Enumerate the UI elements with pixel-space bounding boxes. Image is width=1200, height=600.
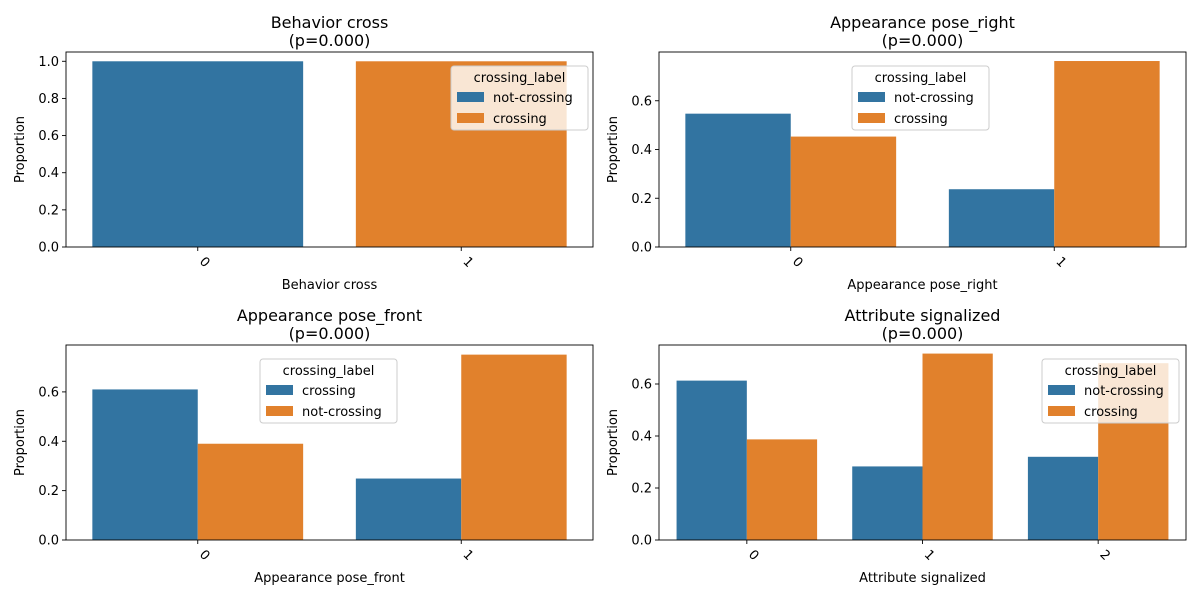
legend-entry-not-crossing: not-crossing (493, 91, 573, 106)
bar-crossing-1 (922, 353, 993, 540)
bar-not-crossing-0 (92, 61, 304, 248)
y-tick-label: 0.0 (631, 534, 652, 549)
bar-not-crossing-0 (685, 113, 791, 247)
legend-entry-crossing: crossing (302, 384, 356, 399)
legend-swatch-crossing (858, 113, 885, 123)
legend-box (1041, 358, 1180, 424)
chart-subtitle: (p=0.000) (882, 31, 964, 50)
subplot-4: Attribute signalized(p=0.000)0.00.20.40.… (606, 306, 1187, 586)
legend: crossing_label not-crossing crossing (1041, 358, 1180, 424)
legend-entry-not-crossing: not-crossing (302, 405, 382, 420)
bar-not-crossing-1 (852, 466, 923, 540)
legend-swatch-not-crossing (858, 92, 885, 102)
bar-not-crossing-0 (676, 380, 747, 540)
y-tick-label: 0.6 (38, 129, 59, 144)
y-tick-label: 0.2 (38, 484, 59, 499)
subplot-3: Appearance pose_front(p=0.000)0.00.20.40… (13, 306, 594, 586)
legend: crossing_label not-crossing crossing (450, 65, 589, 131)
x-tick-label: 1 (459, 254, 475, 270)
y-axis-label: Proportion (13, 409, 28, 476)
y-tick-label: 0.6 (38, 385, 59, 400)
y-tick-label: 0.0 (38, 241, 59, 256)
plot-frame (65, 51, 594, 248)
y-tick-label: 0.6 (631, 94, 652, 109)
chart-subtitle: (p=0.000) (882, 324, 964, 343)
y-tick-label: 0.2 (631, 192, 652, 207)
bar-crossing-1 (1054, 61, 1160, 247)
bar-crossing-1 (355, 478, 462, 540)
y-tick-label: 0.4 (38, 435, 59, 450)
legend-entry-not-crossing: not-crossing (894, 91, 974, 106)
y-axis-label: Proportion (606, 409, 621, 476)
legend-entry-crossing: crossing (1084, 405, 1138, 420)
x-axis-label: Attribute signalized (859, 571, 986, 586)
legend-swatch-not-crossing (457, 92, 484, 102)
x-tick-label: 0 (789, 254, 805, 270)
legend-entry-crossing: crossing (894, 112, 948, 127)
legend-box (259, 358, 398, 424)
y-tick-label: 0.2 (38, 203, 59, 218)
chart-title: Behavior cross (271, 13, 389, 32)
legend: crossing_label crossing not-crossing (259, 358, 398, 424)
y-tick-label: 0.8 (38, 92, 59, 107)
y-tick-label: 0.4 (631, 430, 652, 445)
y-tick-label: 0.0 (38, 534, 59, 549)
y-tick-label: 0.4 (38, 166, 59, 181)
x-tick-label: 0 (196, 547, 212, 563)
chart-subtitle: (p=0.000) (289, 31, 371, 50)
bars (685, 61, 1160, 247)
legend-swatch-crossing (457, 113, 484, 123)
chart-title: Attribute signalized (845, 306, 1001, 325)
legend-title: crossing_label (474, 71, 566, 86)
subplot-1: Behavior cross(p=0.000)0.00.20.40.60.81.… (13, 13, 594, 293)
legend-swatch-not-crossing (1048, 385, 1075, 395)
legend-swatch-crossing (1048, 406, 1075, 416)
bars (92, 354, 567, 540)
x-axis-label: Appearance pose_front (254, 571, 405, 586)
y-tick-label: 0.6 (631, 378, 652, 393)
chart-subtitle: (p=0.000) (289, 324, 371, 343)
chart-title: Appearance pose_right (830, 13, 1015, 33)
bar-crossing-0 (92, 389, 198, 540)
legend: crossing_label not-crossing crossing (851, 65, 990, 131)
legend-title: crossing_label (1065, 364, 1157, 379)
legend-box (851, 65, 990, 131)
legend-swatch-crossing (266, 385, 293, 395)
legend-box (450, 65, 589, 131)
legend-entry-crossing: crossing (493, 112, 547, 127)
y-tick-label: 0.0 (631, 241, 652, 256)
legend-title: crossing_label (875, 71, 967, 86)
bar-crossing-0 (746, 439, 818, 540)
x-tick-label: 0 (745, 547, 761, 563)
subplot-2: Appearance pose_right(p=0.000)0.00.20.40… (606, 13, 1187, 293)
x-tick-label: 0 (196, 254, 212, 270)
y-tick-label: 1.0 (38, 55, 59, 70)
bar-not-crossing-2 (1027, 456, 1099, 540)
legend-entry-not-crossing: not-crossing (1084, 384, 1164, 399)
x-tick-label: 1 (921, 547, 937, 563)
legend-title: crossing_label (283, 364, 375, 379)
x-axis-label: Appearance pose_right (847, 278, 997, 293)
x-tick-label: 1 (459, 547, 475, 563)
plot-frame (65, 344, 594, 541)
legend-swatch-not-crossing (266, 406, 293, 416)
x-tick-label: 1 (1052, 254, 1068, 270)
bar-not-crossing-0 (197, 443, 304, 540)
y-axis-label: Proportion (606, 116, 621, 183)
y-axis-label: Proportion (13, 116, 28, 183)
bar-not-crossing-1 (948, 189, 1055, 247)
x-tick-label: 2 (1096, 547, 1112, 563)
chart-title: Appearance pose_front (237, 306, 422, 326)
y-tick-label: 0.2 (631, 482, 652, 497)
y-tick-label: 0.4 (631, 143, 652, 158)
x-axis-label: Behavior cross (282, 278, 378, 293)
bar-crossing-0 (790, 136, 897, 247)
bar-not-crossing-1 (461, 354, 567, 540)
